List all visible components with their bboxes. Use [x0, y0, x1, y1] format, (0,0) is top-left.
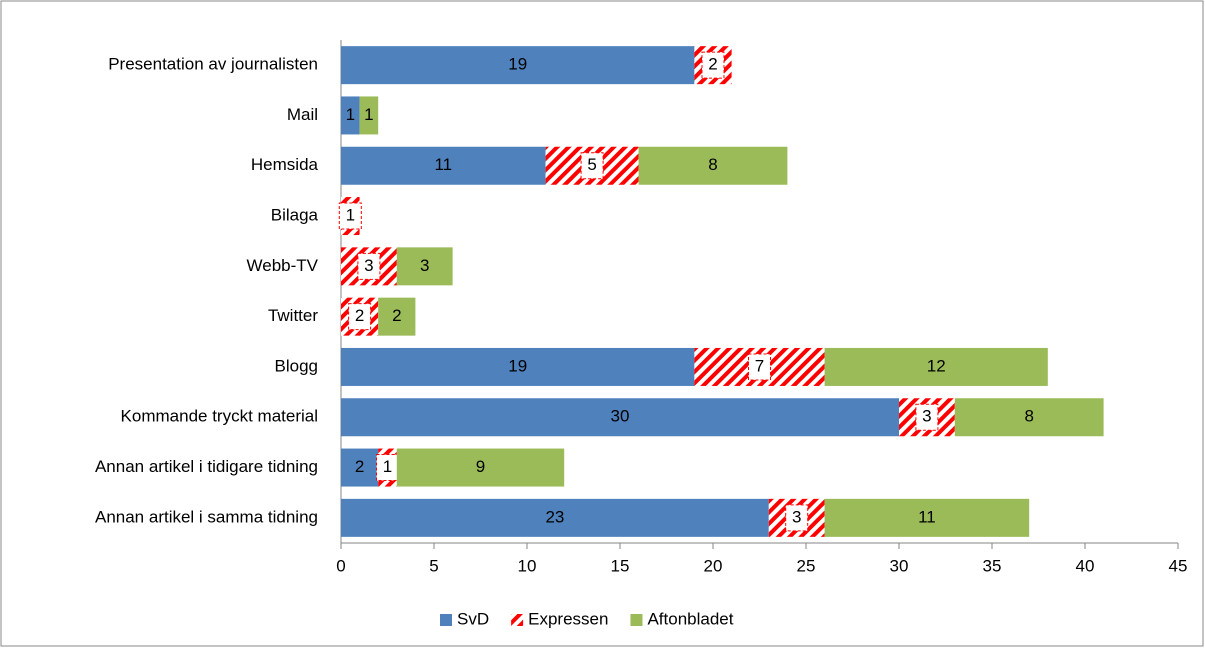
y-tick-label: Webb-TV — [247, 256, 319, 275]
bar-segment — [341, 96, 360, 135]
data-label: 2 — [392, 306, 401, 325]
x-tick-label: 35 — [983, 556, 1002, 575]
label-box — [785, 504, 809, 532]
bar-segment — [341, 146, 546, 185]
data-label: 9 — [476, 457, 485, 476]
legend-swatch — [440, 614, 452, 626]
label-box — [348, 303, 372, 331]
data-label: 1 — [364, 105, 373, 124]
legend-label: Expressen — [528, 609, 608, 628]
data-label: 23 — [545, 507, 564, 526]
data-label: 8 — [1024, 407, 1033, 426]
data-label: 19 — [508, 55, 527, 74]
y-tick-label: Twitter — [268, 306, 318, 325]
x-tick-label: 45 — [1169, 556, 1188, 575]
data-label: 2 — [355, 457, 364, 476]
legend-label: Aftonbladet — [647, 609, 733, 628]
data-label: 1 — [346, 206, 355, 225]
data-label: 5 — [587, 155, 596, 174]
data-label: 7 — [755, 356, 764, 375]
bar-segment — [824, 347, 1048, 386]
bar-segment — [359, 96, 379, 135]
data-label: 8 — [708, 155, 717, 174]
legend-swatch — [630, 614, 643, 626]
data-label: 3 — [922, 407, 931, 426]
bar-segment — [954, 398, 1104, 437]
x-tick-label: 5 — [429, 556, 438, 575]
bar-segment — [341, 498, 769, 537]
label-box — [338, 202, 362, 230]
bar-segment — [341, 398, 899, 437]
label-box — [748, 353, 771, 381]
bar-segment — [396, 247, 453, 286]
y-tick-label: Annan artikel i tidigare tidning — [95, 457, 318, 476]
legend-swatch — [511, 614, 524, 626]
legend-label: SvD — [457, 609, 489, 628]
bar-segment — [341, 448, 379, 487]
x-tick-label: 20 — [704, 556, 723, 575]
x-tick-label: 15 — [611, 556, 630, 575]
data-label: 3 — [364, 256, 373, 275]
label-box — [357, 252, 381, 280]
data-label: 3 — [420, 256, 429, 275]
bar-segment — [396, 448, 565, 487]
data-label: 19 — [508, 356, 527, 375]
y-tick-label: Hemsida — [251, 155, 319, 174]
bar-segment — [341, 347, 695, 386]
label-box — [580, 152, 604, 180]
bar-segment — [341, 46, 695, 85]
y-tick-label: Presentation av journalisten — [108, 55, 318, 74]
y-tick-label: Mail — [287, 105, 318, 124]
data-label: 2 — [708, 55, 717, 74]
bar-segment — [638, 146, 788, 185]
x-tick-label: 30 — [890, 556, 909, 575]
data-label: 2 — [355, 306, 364, 325]
data-label: 11 — [918, 507, 936, 526]
data-label: 30 — [611, 407, 630, 426]
label-box — [701, 51, 725, 79]
y-tick-label: Bilaga — [271, 206, 319, 225]
y-tick-label: Annan artikel i samma tidning — [95, 507, 318, 526]
x-tick-label: 25 — [797, 556, 816, 575]
y-tick-label: Kommande tryckt material — [121, 407, 318, 426]
x-tick-label: 10 — [518, 556, 537, 575]
y-tick-label: Blogg — [275, 356, 318, 375]
bar-segment — [378, 297, 416, 336]
data-label: 3 — [792, 507, 801, 526]
data-label: 11 — [434, 155, 452, 174]
data-label: 12 — [927, 356, 946, 375]
bar-segment — [824, 498, 1030, 537]
x-tick-label: 0 — [336, 556, 345, 575]
x-tick-label: 40 — [1076, 556, 1095, 575]
label-box — [915, 403, 939, 431]
data-label: 1 — [346, 105, 355, 124]
data-label: 1 — [383, 457, 392, 476]
